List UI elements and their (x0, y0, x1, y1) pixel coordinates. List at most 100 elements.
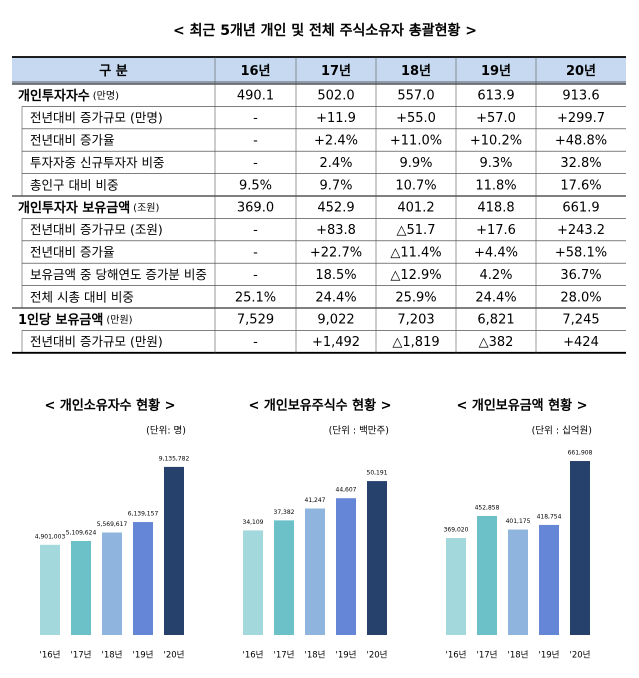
cell: +10.2% (470, 134, 522, 149)
x-tick-label: '18년 (508, 650, 529, 661)
row-label: 전년대비 증가규모 (조원) (30, 222, 163, 237)
x-tick-label: '16년 (40, 650, 61, 661)
cell: 7,529 (237, 313, 274, 328)
cell: - (253, 335, 258, 350)
cell: 452.9 (317, 201, 354, 216)
cell: 7,203 (397, 313, 434, 328)
bar (477, 515, 497, 635)
header-cell: 구 분 (99, 64, 127, 79)
cell: 913.6 (562, 89, 599, 104)
cell: - (253, 268, 258, 283)
group-label: 개인투자자수 (만명) (18, 88, 119, 104)
value-label: 401,175 (506, 518, 531, 525)
bar (446, 538, 466, 635)
x-tick-label: '18년 (102, 650, 123, 661)
cell: +243.2 (557, 223, 605, 238)
bar (133, 522, 153, 635)
cell: 24.4% (315, 290, 356, 305)
x-tick-label: '20년 (367, 650, 388, 661)
cell: △1,819 (392, 335, 439, 350)
cell: 661.9 (562, 201, 599, 216)
cell: △51.7 (397, 223, 436, 238)
chart-title: < 개인보유주식수 현황 > (248, 398, 391, 414)
cell: 502.0 (317, 89, 354, 104)
cell: 4.2% (479, 268, 512, 283)
cell: 10.7% (395, 178, 436, 193)
cell: △11.4% (390, 246, 441, 261)
group-label: 개인투자자 보유금액 (조원) (18, 200, 159, 216)
cell: 6,821 (477, 313, 514, 328)
chart-unit: (단위: 명) (146, 425, 186, 437)
header-cell: 19년 (481, 64, 511, 79)
bar (102, 532, 122, 635)
chart-unit: (단위 : 십억원) (532, 425, 592, 437)
cell: 17.6% (560, 178, 601, 193)
x-tick-label: '19년 (336, 650, 357, 661)
page-title: < 최근 5개년 개인 및 전체 주식소유자 총괄현황 > (173, 22, 477, 39)
cell: 24.4% (475, 290, 516, 305)
x-tick-label: '17년 (274, 650, 295, 661)
row-label: 전년대비 증가규모 (만명) (30, 110, 163, 125)
header-cell: 16년 (240, 64, 270, 79)
cell: +4.4% (474, 246, 518, 261)
value-label: 9,135,782 (159, 455, 190, 462)
bar (570, 461, 590, 635)
bar (71, 540, 91, 635)
cell: 9.5% (239, 178, 272, 193)
cell: 490.1 (237, 89, 274, 104)
header-bg (12, 57, 626, 84)
cell: +11.9 (316, 111, 356, 126)
cell: - (253, 246, 258, 261)
cell: - (253, 156, 258, 171)
value-label: 50,191 (367, 470, 388, 477)
cell: 401.2 (397, 201, 434, 216)
bar (40, 544, 60, 635)
cell: +2.4% (314, 134, 358, 149)
cell: 7,245 (562, 313, 599, 328)
group-name: 개인투자자 보유금액 (18, 200, 130, 216)
cell: 369.0 (237, 201, 274, 216)
x-tick-label: '17년 (477, 650, 498, 661)
cell: 613.9 (477, 89, 514, 104)
x-tick-label: '19년 (539, 650, 560, 661)
group-label: 1인당 보유금액 (만원) (18, 312, 133, 328)
bar (274, 520, 294, 635)
x-tick-label: '17년 (71, 650, 92, 661)
row-label: 전년대비 증가율 (30, 245, 114, 260)
chart-title: < 개인소유자수 현황 > (44, 398, 175, 414)
value-label: 5,569,617 (97, 521, 128, 528)
value-label: 6,139,157 (128, 511, 159, 518)
bar (539, 524, 559, 635)
cell: 25.9% (395, 290, 436, 305)
value-label: 452,858 (475, 504, 500, 511)
x-tick-label: '20년 (570, 650, 591, 661)
header-cell: 20년 (566, 64, 596, 79)
group-unit: (만명) (93, 90, 119, 102)
value-label: 5,109,624 (66, 529, 97, 536)
cell: 9,022 (317, 313, 354, 328)
chart-title: < 개인보유금액 현황 > (456, 398, 587, 414)
cell: 25.1% (235, 290, 276, 305)
bar (243, 530, 263, 635)
cell: +58.1% (555, 246, 607, 261)
row-label: 전년대비 증가규모 (만원) (30, 334, 163, 349)
group-unit: (만원) (106, 314, 132, 326)
cell: 36.7% (560, 268, 601, 283)
value-label: 369,020 (444, 527, 469, 534)
cell: +11.0% (390, 134, 442, 149)
group-name: 1인당 보유금액 (18, 312, 103, 328)
cell: +22.7% (310, 246, 362, 261)
row-label: 전년대비 증가율 (30, 133, 114, 148)
x-tick-label: '20년 (164, 650, 185, 661)
bar (305, 508, 325, 635)
value-label: 34,109 (243, 519, 264, 526)
cell: +55.0 (396, 111, 436, 126)
cell: +1,492 (312, 335, 360, 350)
cell: +83.8 (316, 223, 356, 238)
cell: +424 (563, 335, 599, 350)
value-label: 418,754 (537, 513, 562, 520)
value-label: 41,247 (305, 497, 326, 504)
cell: +17.6 (476, 223, 516, 238)
value-label: 44,607 (336, 487, 357, 494)
